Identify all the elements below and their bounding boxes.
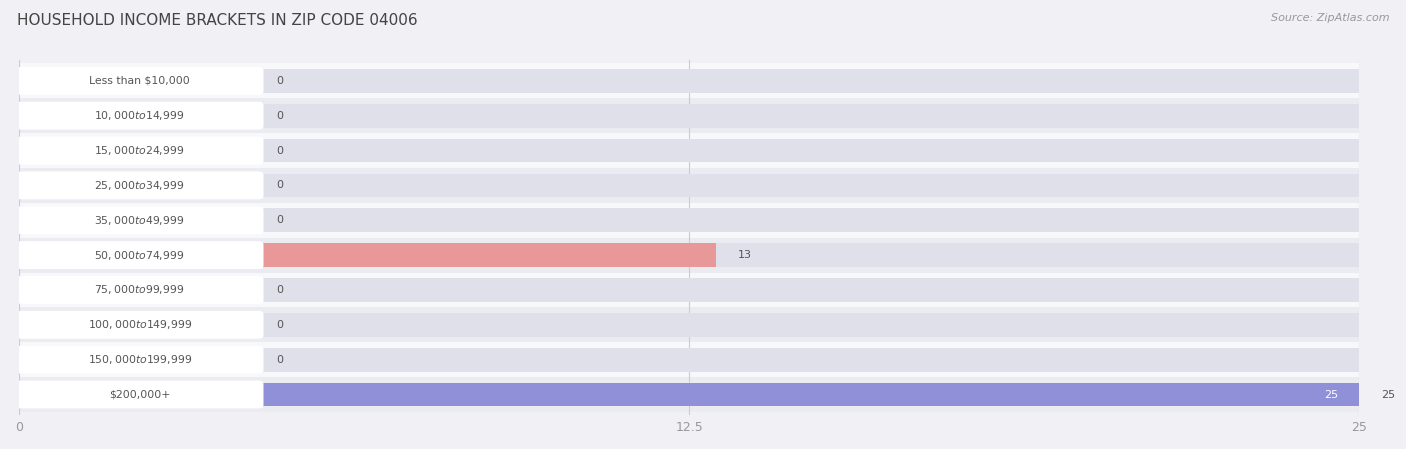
Text: 13: 13 bbox=[738, 250, 751, 260]
Text: $25,000 to $34,999: $25,000 to $34,999 bbox=[94, 179, 184, 192]
Bar bbox=[20, 348, 1360, 371]
Bar bbox=[0, 203, 1406, 238]
FancyBboxPatch shape bbox=[15, 136, 263, 164]
Text: 25: 25 bbox=[1381, 390, 1395, 400]
Text: HOUSEHOLD INCOME BRACKETS IN ZIP CODE 04006: HOUSEHOLD INCOME BRACKETS IN ZIP CODE 04… bbox=[17, 13, 418, 28]
Bar bbox=[0, 377, 1406, 412]
Bar bbox=[20, 243, 1360, 267]
FancyBboxPatch shape bbox=[15, 276, 263, 304]
FancyBboxPatch shape bbox=[15, 67, 263, 95]
Text: $100,000 to $149,999: $100,000 to $149,999 bbox=[87, 318, 191, 331]
Bar bbox=[0, 98, 1406, 133]
Text: 0: 0 bbox=[277, 355, 284, 365]
FancyBboxPatch shape bbox=[15, 102, 263, 130]
Text: $15,000 to $24,999: $15,000 to $24,999 bbox=[94, 144, 184, 157]
Text: 0: 0 bbox=[277, 180, 284, 190]
FancyBboxPatch shape bbox=[15, 206, 263, 234]
Text: $75,000 to $99,999: $75,000 to $99,999 bbox=[94, 283, 184, 296]
Text: $200,000+: $200,000+ bbox=[108, 390, 170, 400]
Bar bbox=[20, 139, 1360, 163]
Text: Source: ZipAtlas.com: Source: ZipAtlas.com bbox=[1271, 13, 1389, 23]
Bar bbox=[0, 238, 1406, 273]
Text: $50,000 to $74,999: $50,000 to $74,999 bbox=[94, 249, 184, 262]
Bar bbox=[0, 308, 1406, 342]
Bar bbox=[20, 313, 1360, 337]
Bar bbox=[20, 278, 1360, 302]
Text: $150,000 to $199,999: $150,000 to $199,999 bbox=[87, 353, 191, 366]
Bar bbox=[20, 208, 1360, 232]
Bar bbox=[0, 168, 1406, 203]
FancyBboxPatch shape bbox=[15, 346, 263, 374]
Bar bbox=[0, 133, 1406, 168]
Text: $10,000 to $14,999: $10,000 to $14,999 bbox=[94, 109, 184, 122]
Text: 0: 0 bbox=[277, 320, 284, 330]
Text: 25: 25 bbox=[1324, 390, 1339, 400]
Bar bbox=[20, 104, 1360, 128]
FancyBboxPatch shape bbox=[15, 381, 263, 409]
Bar bbox=[20, 383, 1360, 406]
FancyBboxPatch shape bbox=[15, 241, 263, 269]
Text: 0: 0 bbox=[277, 110, 284, 121]
Bar bbox=[20, 243, 716, 267]
Text: 0: 0 bbox=[277, 145, 284, 155]
Text: 0: 0 bbox=[277, 76, 284, 86]
Text: 0: 0 bbox=[277, 285, 284, 295]
Text: Less than $10,000: Less than $10,000 bbox=[89, 76, 190, 86]
Bar bbox=[0, 273, 1406, 308]
Text: 0: 0 bbox=[277, 215, 284, 225]
Text: $35,000 to $49,999: $35,000 to $49,999 bbox=[94, 214, 184, 227]
FancyBboxPatch shape bbox=[15, 172, 263, 199]
Bar bbox=[20, 69, 1360, 92]
Bar bbox=[0, 342, 1406, 377]
Bar bbox=[0, 63, 1406, 98]
Bar bbox=[20, 383, 1360, 406]
Bar bbox=[20, 173, 1360, 197]
FancyBboxPatch shape bbox=[15, 311, 263, 339]
